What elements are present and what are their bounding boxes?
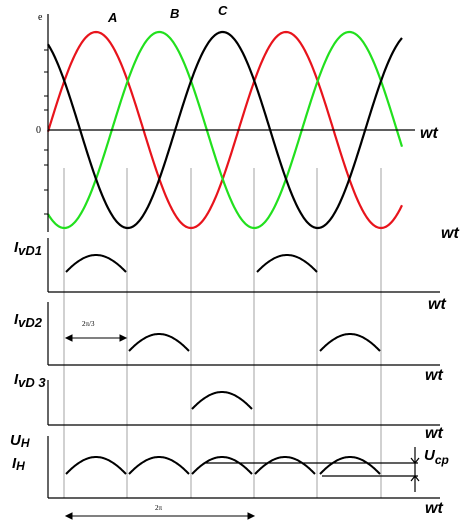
ivd2-label: IvD2 <box>14 311 43 330</box>
ivd2-pulse-2 <box>319 333 381 352</box>
zero-label: 0 <box>36 125 41 136</box>
wt-label-ivd3: wt <box>425 425 443 442</box>
vertical-grid-lines <box>63 168 382 498</box>
ucp-label: Ucp <box>424 447 449 467</box>
two-pi-third-left-arrow <box>64 334 73 342</box>
ucp-arrow-up-head <box>410 475 420 482</box>
ivd1-label-sub: vD1 <box>18 243 42 258</box>
wt-label-ivd1: wt <box>428 296 446 313</box>
un-pulse-5 <box>319 456 381 475</box>
un-label: UH <box>10 432 30 450</box>
wt-label-ivd2: wt <box>425 367 443 384</box>
two-pi-third-dimension <box>64 334 128 342</box>
phase-a-sine-curve <box>46 30 403 230</box>
un-pulse-1 <box>65 456 127 475</box>
wt-label-voltage: wt <box>420 125 438 142</box>
e-axis-ticks <box>44 49 48 215</box>
phase-c-sine-curve <box>47 30 403 230</box>
two-pi-dimension <box>64 512 256 520</box>
wt-label-ivd1-top: wt <box>441 225 459 242</box>
two-pi-third-label: 2π/3 <box>82 320 95 328</box>
e-axis-label: e <box>38 12 43 23</box>
ivd1-pulse-1 <box>65 254 127 273</box>
ucp-arrow-down-head <box>410 457 420 464</box>
phase-b-sine-curve <box>47 30 404 230</box>
two-pi-right-arrow <box>247 512 256 520</box>
ivd2-pulse-1 <box>128 333 190 352</box>
phase-b-label: B <box>170 6 179 21</box>
un-pulse-3 <box>191 456 253 475</box>
ivd3-pulse-1 <box>191 391 253 410</box>
wt-label-un: wt <box>425 500 443 517</box>
un-pulse-4 <box>254 456 316 475</box>
ivd1-label: IvD1 <box>14 239 42 258</box>
ivd1-pulse-2 <box>256 254 318 273</box>
two-pi-third-right-arrow <box>119 334 128 342</box>
axes-group <box>47 14 440 499</box>
phase-c-label: C <box>218 3 228 18</box>
in-label: IH <box>12 455 25 473</box>
phase-a-label: A <box>107 10 117 25</box>
ucp-average-marker <box>205 447 420 492</box>
two-pi-label: 2π <box>155 504 163 512</box>
un-pulse-2 <box>128 456 190 475</box>
current-pulses <box>65 254 381 475</box>
two-pi-left-arrow <box>64 512 73 520</box>
ivd1-label-main: I <box>14 239 19 256</box>
ivd3-label: IvD 3 <box>14 371 46 390</box>
